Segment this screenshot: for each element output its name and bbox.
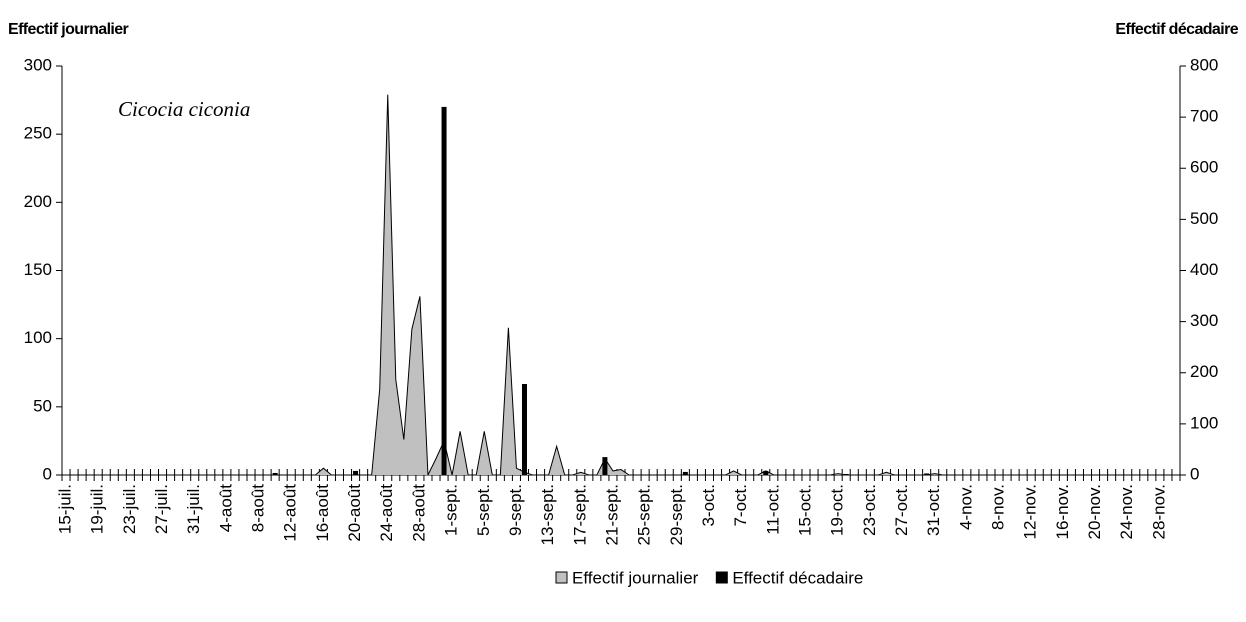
x-tick-label: 8-nov. — [989, 484, 1008, 530]
x-tick-label: 20-août — [345, 484, 364, 542]
x-tick-label: 11-oct. — [763, 484, 782, 535]
x-tick-label: 1-sept. — [442, 484, 461, 536]
x-tick-label: 17-sept. — [570, 484, 589, 545]
y2-tick-label: 200 — [1190, 362, 1218, 381]
y2-tick-label: 700 — [1190, 107, 1218, 126]
x-tick-label: 28-août — [409, 484, 428, 542]
x-tick-label: 5-sept. — [474, 484, 493, 536]
x-tick-label: 12-août — [281, 484, 300, 542]
y-tick-label: 50 — [33, 396, 52, 415]
legend-label: Effectif journalier — [572, 568, 699, 587]
x-tick-label: 13-sept. — [538, 484, 557, 545]
y2-tick-label: 100 — [1190, 413, 1218, 432]
y-tick-label: 150 — [24, 260, 52, 279]
area-line — [66, 94, 1176, 476]
x-tick-label: 24-nov. — [1117, 484, 1136, 539]
annotation: Cicocia ciconia — [118, 97, 250, 121]
y-tick-label: 200 — [24, 192, 52, 211]
x-tick-label: 31-juil. — [184, 484, 203, 534]
bar — [763, 470, 769, 475]
legend-label: Effectif décadaire — [732, 568, 863, 587]
y-tick-label: 100 — [24, 328, 52, 347]
bar — [441, 106, 447, 476]
legend-swatch — [715, 571, 728, 584]
y2-tick-label: 400 — [1190, 260, 1218, 279]
y-axis-title: Effectif journalier — [8, 21, 129, 38]
x-tick-label: 7-oct. — [731, 484, 750, 527]
x-tick-label: 15-oct. — [795, 484, 814, 536]
bar — [272, 472, 278, 475]
x-tick-label: 31-oct. — [924, 484, 943, 536]
y2-tick-label: 300 — [1190, 311, 1218, 330]
x-tick-label: 12-nov. — [1021, 484, 1040, 539]
x-tick-label: 19-oct. — [828, 484, 847, 536]
area-fill — [66, 94, 1176, 475]
x-tick-label: 4-août — [216, 484, 235, 532]
x-tick-label: 27-juil. — [152, 484, 171, 534]
y-tick-label: 0 — [43, 464, 52, 483]
x-tick-label: 27-oct. — [892, 484, 911, 536]
bar — [924, 473, 930, 475]
x-tick-label: 4-nov. — [956, 484, 975, 530]
x-tick-label: 25-sept. — [635, 484, 654, 545]
y2-tick-label: 0 — [1190, 464, 1199, 483]
y2-tick-label: 500 — [1190, 209, 1218, 228]
x-tick-label: 24-août — [377, 484, 396, 542]
x-tick-label: 3-oct. — [699, 484, 718, 527]
y2-tick-label: 800 — [1190, 55, 1218, 74]
bar — [682, 471, 688, 475]
x-tick-label: 23-oct. — [860, 484, 879, 536]
y2-axis-title: Effectif décadaire — [1115, 21, 1238, 38]
x-tick-label: 16-août — [313, 484, 332, 542]
y-tick-label: 300 — [24, 55, 52, 74]
x-tick-label: 23-juil. — [120, 484, 139, 534]
x-tick-label: 21-sept. — [602, 484, 621, 545]
bar — [521, 383, 527, 475]
x-tick-label: 19-juil. — [88, 484, 107, 534]
x-tick-label: 16-nov. — [1053, 484, 1072, 539]
x-tick-label: 20-nov. — [1085, 484, 1104, 539]
x-tick-label: 9-sept. — [506, 484, 525, 536]
x-tick-label: 15-juil. — [56, 484, 75, 534]
y-tick-label: 250 — [24, 124, 52, 143]
x-tick-label: 29-sept. — [667, 484, 686, 545]
legend-swatch — [555, 571, 568, 584]
y2-tick-label: 600 — [1190, 158, 1218, 177]
bar — [602, 457, 608, 475]
x-tick-label: 28-nov. — [1149, 484, 1168, 539]
bar — [843, 473, 849, 475]
bar — [353, 470, 359, 475]
x-tick-label: 8-août — [249, 484, 268, 532]
